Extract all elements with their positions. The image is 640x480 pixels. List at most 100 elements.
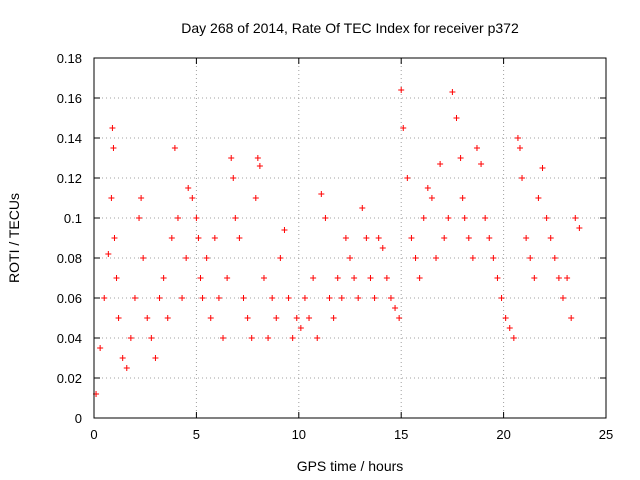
data-point xyxy=(232,215,239,221)
data-point xyxy=(572,215,579,221)
data-point xyxy=(215,295,222,301)
data-point xyxy=(185,185,192,191)
data-point xyxy=(523,235,530,241)
x-tick-label: 15 xyxy=(394,427,408,442)
data-point xyxy=(260,275,267,281)
data-point xyxy=(527,255,534,261)
data-point xyxy=(101,295,108,301)
data-point xyxy=(322,215,329,221)
data-point xyxy=(199,295,206,301)
data-point xyxy=(224,275,231,281)
data-point xyxy=(110,145,117,151)
data-point xyxy=(136,215,143,221)
data-point xyxy=(277,255,284,261)
data-point xyxy=(564,275,571,281)
data-point xyxy=(363,235,370,241)
y-tick-label: 0.1 xyxy=(64,211,82,226)
data-point xyxy=(293,315,300,321)
data-point xyxy=(115,315,122,321)
data-point xyxy=(387,295,394,301)
data-point xyxy=(437,161,444,167)
data-point xyxy=(265,335,272,341)
data-point xyxy=(516,145,523,151)
data-point xyxy=(230,175,237,181)
data-point xyxy=(254,155,261,161)
y-tick-label: 0.02 xyxy=(57,371,82,386)
data-point xyxy=(330,315,337,321)
data-point xyxy=(404,175,411,181)
data-point xyxy=(379,245,386,251)
data-point xyxy=(367,275,374,281)
data-point xyxy=(273,315,280,321)
data-point xyxy=(207,315,214,321)
data-point xyxy=(351,275,358,281)
data-point xyxy=(392,305,399,311)
data-point xyxy=(473,145,480,151)
data-point xyxy=(297,325,304,331)
y-tick-label: 0.16 xyxy=(57,91,82,106)
data-point xyxy=(375,235,382,241)
data-point xyxy=(269,295,276,301)
x-axis-label: GPS time / hours xyxy=(297,458,404,474)
data-point xyxy=(494,275,501,281)
data-point xyxy=(416,275,423,281)
data-point xyxy=(314,335,321,341)
data-point xyxy=(160,275,167,281)
data-point xyxy=(197,275,204,281)
data-point xyxy=(398,87,405,93)
data-point xyxy=(342,235,349,241)
data-point xyxy=(252,195,259,201)
data-point xyxy=(547,235,554,241)
data-point xyxy=(281,227,288,233)
data-point xyxy=(289,335,296,341)
chart-title: Day 268 of 2014, Rate Of TEC Index for r… xyxy=(181,20,519,36)
data-point xyxy=(420,215,427,221)
y-axis-label: ROTI / TECUs xyxy=(6,193,22,283)
data-point xyxy=(140,255,147,261)
data-point xyxy=(461,215,468,221)
data-point xyxy=(144,315,151,321)
data-point xyxy=(469,255,476,261)
data-point xyxy=(240,295,247,301)
data-point xyxy=(506,325,513,331)
data-point xyxy=(449,89,456,95)
data-point xyxy=(171,145,178,151)
data-point xyxy=(111,235,118,241)
data-point xyxy=(428,195,435,201)
data-point xyxy=(338,295,345,301)
y-tick-label: 0.08 xyxy=(57,251,82,266)
y-tick-label: 0.18 xyxy=(57,51,82,66)
data-point xyxy=(220,335,227,341)
data-point xyxy=(195,235,202,241)
data-point xyxy=(453,115,460,121)
data-point xyxy=(441,235,448,241)
data-point xyxy=(236,235,243,241)
data-point xyxy=(203,255,210,261)
data-point xyxy=(408,235,415,241)
data-point xyxy=(535,195,542,201)
data-point xyxy=(108,195,115,201)
data-point xyxy=(183,255,190,261)
data-point xyxy=(113,275,120,281)
data-point xyxy=(306,315,313,321)
data-point xyxy=(543,215,550,221)
data-point xyxy=(148,335,155,341)
data-point xyxy=(248,335,255,341)
data-point xyxy=(174,215,181,221)
data-point xyxy=(244,315,251,321)
data-point xyxy=(355,295,362,301)
x-tick-label: 25 xyxy=(599,427,613,442)
data-point xyxy=(334,275,341,281)
data-point xyxy=(347,255,353,261)
data-point xyxy=(119,355,126,361)
data-point xyxy=(189,195,196,201)
data-point xyxy=(123,365,130,371)
data-point xyxy=(433,255,440,261)
data-point xyxy=(531,275,538,281)
data-point xyxy=(211,235,218,241)
data-point xyxy=(396,315,403,321)
data-point xyxy=(179,295,186,301)
data-point xyxy=(498,295,505,301)
data-point xyxy=(131,295,138,301)
data-point xyxy=(576,225,583,231)
